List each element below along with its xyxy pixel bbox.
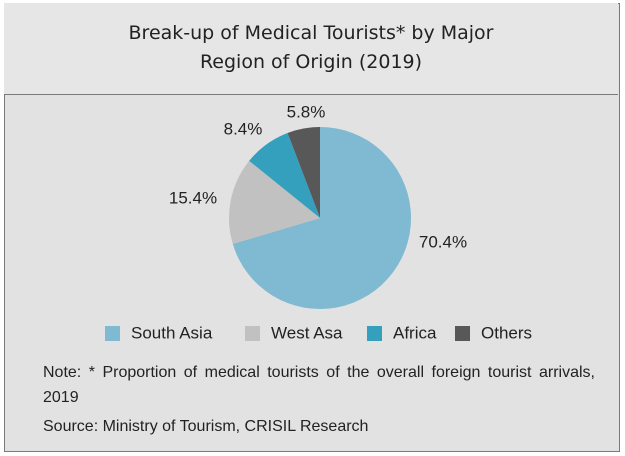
pie-slice: [232, 127, 412, 309]
legend-swatch: [367, 326, 382, 341]
data-label: 70.4%: [419, 232, 467, 251]
note: Note: * Proportion of medical tourists o…: [43, 364, 595, 406]
data-label: 8.4%: [224, 119, 263, 138]
legend-swatch: [105, 326, 120, 341]
pie-slice: [249, 132, 320, 218]
legend-label: South Asia: [131, 323, 213, 342]
legend-swatch: [455, 326, 470, 341]
chart-title: Break-up of Medical Tourists* by Major R…: [128, 22, 494, 73]
title-area: Break-up of Medical Tourists* by Major R…: [4, 3, 618, 95]
legend-swatch: [245, 326, 260, 341]
legend-label: West Asa: [271, 323, 343, 342]
legend-label: Others: [481, 323, 532, 342]
source: Source: Ministry of Tourism, CRISIL Rese…: [43, 418, 369, 435]
data-label: 15.4%: [169, 188, 217, 207]
pie-slice: [287, 127, 320, 218]
data-label: 5.8%: [287, 102, 326, 121]
pie-slice: [229, 160, 320, 244]
legend-label: Africa: [393, 323, 437, 342]
